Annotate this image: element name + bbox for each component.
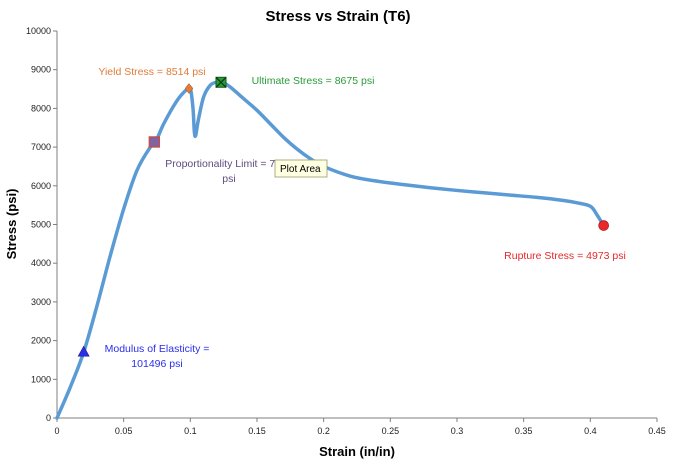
y-tick-label: 0 bbox=[46, 413, 51, 423]
modulus-of-elasticity-label: Modulus of Elasticity = bbox=[105, 343, 210, 355]
plot-area[interactable]: 0 1000 2000 3000 4000 5000 6000 7000 8000 9000 100… bbox=[26, 26, 666, 436]
x-tick-label: 0.2 bbox=[317, 426, 330, 436]
y-tick-label: 8000 bbox=[31, 103, 51, 113]
x-tick-label: 0.15 bbox=[248, 426, 266, 436]
y-axis: 0 1000 2000 3000 4000 5000 6000 7000 8000 9000 100… bbox=[26, 26, 57, 423]
x-tick-label: 0.45 bbox=[648, 426, 666, 436]
plot-area-tooltip: Plot Area bbox=[274, 159, 328, 178]
modulus-of-elasticity-label-value: 101496 psi bbox=[131, 358, 182, 370]
x-tick-label: 0 bbox=[54, 426, 59, 436]
y-axis-label: Stress (psi) bbox=[4, 189, 19, 260]
x-tick-label: 0.4 bbox=[584, 426, 597, 436]
x-tick-label: 0.35 bbox=[515, 426, 533, 436]
y-tick-label: 3000 bbox=[31, 297, 51, 307]
y-tick-label: 1000 bbox=[31, 374, 51, 384]
tooltip-text: Plot Area bbox=[280, 164, 321, 175]
yield-stress-label: Yield Stress = 8514 psi bbox=[98, 66, 205, 78]
x-tick-label: 0.05 bbox=[115, 426, 133, 436]
y-tick-label: 7000 bbox=[31, 142, 51, 152]
y-tick-label: 6000 bbox=[31, 181, 51, 191]
chart-title: Stress vs Strain (T6) bbox=[265, 8, 410, 25]
ultimate-stress-marker bbox=[215, 76, 227, 88]
x-tick-label: 0.1 bbox=[184, 426, 197, 436]
yield-stress-marker bbox=[184, 83, 194, 94]
proportionality-limit-marker bbox=[148, 136, 161, 148]
x-axis: 0 0.05 0.1 0.15 0.2 0.25 0.3 0.35 0.4 0.45 bbox=[54, 418, 666, 436]
ultimate-stress-label: Ultimate Stress = 8675 psi bbox=[252, 75, 375, 87]
y-tick-label: 5000 bbox=[31, 220, 51, 230]
rupture-stress-marker bbox=[598, 220, 609, 231]
proportionality-limit-label-unit: psi bbox=[222, 173, 235, 185]
modulus-of-elasticity-marker bbox=[77, 345, 90, 357]
y-tick-label: 10000 bbox=[26, 26, 51, 36]
x-tick-label: 0.3 bbox=[451, 426, 464, 436]
proportionality-limit-label: Proportionality Limit = 7133 bbox=[165, 158, 293, 170]
tooltip-box bbox=[274, 159, 328, 178]
x-tick-label: 0.25 bbox=[382, 426, 400, 436]
ultimate-stress-marker-cross-b bbox=[215, 76, 227, 88]
x-axis-label: Strain (in/in) bbox=[319, 444, 395, 459]
y-tick-label: 2000 bbox=[31, 336, 51, 346]
y-tick-label: 9000 bbox=[31, 65, 51, 75]
rupture-stress-label: Rupture Stress = 4973 psi bbox=[504, 250, 626, 262]
marker-layer bbox=[77, 76, 609, 357]
y-tick-label: 4000 bbox=[31, 258, 51, 268]
